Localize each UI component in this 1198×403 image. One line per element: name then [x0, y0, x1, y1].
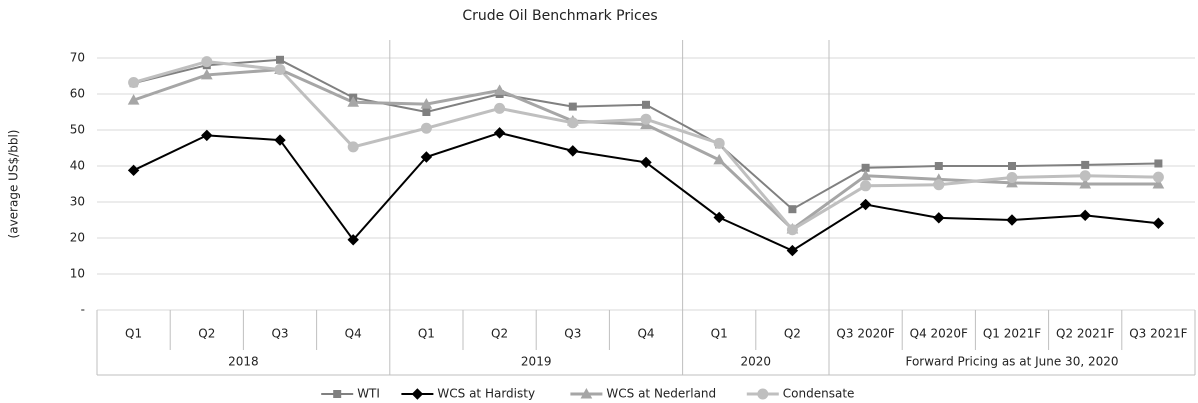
- group-label: 2020: [741, 355, 772, 369]
- marker: [347, 141, 359, 153]
- marker: [640, 156, 652, 169]
- x-tick-label: Q4: [345, 327, 362, 341]
- marker: [933, 212, 945, 224]
- marker: [1079, 170, 1091, 182]
- y-tick-label: 50: [70, 123, 85, 137]
- series-line: [133, 58, 1159, 211]
- marker: [1008, 162, 1016, 170]
- x-tick-label: Q4 2020F: [910, 327, 968, 341]
- marker: [860, 180, 872, 192]
- x-tick-label: Q3 2021F: [1129, 327, 1187, 341]
- marker: [1152, 177, 1165, 189]
- legend-label: WCS at Hardisty: [437, 387, 535, 401]
- x-tick-label: Q1: [125, 327, 142, 341]
- marker: [1154, 159, 1163, 168]
- marker: [713, 137, 725, 149]
- x-tick-label: Q1: [711, 327, 728, 341]
- chart-title: Crude Oil Benchmark Prices: [462, 8, 657, 24]
- group-label: Forward Pricing as at June 30, 2020: [905, 355, 1118, 369]
- x-tick-label: Q2: [491, 327, 508, 341]
- group-label: 2018: [228, 355, 259, 369]
- marker: [933, 179, 945, 191]
- x-tick-label: Q3: [271, 327, 288, 341]
- marker: [580, 387, 593, 399]
- marker: [494, 102, 506, 114]
- legend-label: WCS at Nederland: [606, 387, 716, 401]
- marker: [1081, 160, 1090, 169]
- marker: [201, 56, 213, 68]
- marker: [347, 96, 360, 107]
- marker: [567, 117, 579, 129]
- marker: [274, 134, 286, 146]
- marker: [422, 108, 431, 116]
- marker: [567, 145, 579, 157]
- marker: [420, 122, 432, 134]
- marker: [127, 94, 140, 105]
- x-tick-label: Q1: [418, 327, 435, 341]
- marker: [420, 98, 433, 109]
- y-tick-label: 40: [70, 159, 85, 173]
- marker: [493, 84, 506, 95]
- marker: [934, 162, 943, 170]
- legend-label: Condensate: [783, 387, 855, 401]
- group-label: 2019: [521, 355, 552, 369]
- series-line: [133, 60, 1159, 232]
- marker: [1152, 217, 1165, 229]
- marker: [1006, 172, 1018, 184]
- marker: [127, 164, 140, 177]
- legend-label: WTI: [357, 387, 380, 401]
- y-axis-label: (average US$/bbl): [7, 130, 21, 239]
- x-tick-label: Q4: [637, 327, 654, 341]
- series-line: [133, 131, 1159, 252]
- marker: [1079, 177, 1092, 189]
- y-tick-label: 20: [70, 231, 85, 245]
- x-tick-label: Q3 2020F: [836, 327, 894, 341]
- marker: [274, 64, 286, 76]
- marker: [859, 169, 872, 181]
- x-tick-label: Q1 2021F: [983, 327, 1041, 341]
- marker: [786, 224, 798, 236]
- x-tick-label: Q2 2021F: [1056, 327, 1114, 341]
- marker: [276, 55, 284, 64]
- marker: [1079, 209, 1091, 222]
- marker: [333, 390, 342, 398]
- marker: [640, 113, 652, 125]
- marker: [568, 102, 577, 111]
- marker: [420, 151, 433, 163]
- marker: [788, 205, 797, 214]
- marker: [1006, 214, 1018, 226]
- x-tick-label: Q2: [784, 327, 801, 341]
- marker: [859, 198, 872, 211]
- marker: [411, 388, 424, 400]
- y-tick-label: 60: [70, 87, 85, 101]
- y-tick-label: 30: [70, 195, 85, 209]
- y-tick-label: -: [81, 303, 85, 317]
- marker: [493, 127, 506, 139]
- marker: [347, 234, 359, 246]
- y-tick-label: 70: [70, 51, 85, 65]
- marker: [128, 76, 140, 88]
- legend: WTI WCS at Hardisty WCS at Nederland Conden…: [321, 387, 854, 401]
- marker: [713, 211, 725, 224]
- marker: [786, 244, 799, 257]
- marker: [757, 388, 769, 400]
- x-tick-label: Q3: [564, 327, 581, 341]
- marker: [1152, 171, 1164, 183]
- marker: [200, 68, 213, 80]
- x-tick-label: Q2: [198, 327, 215, 341]
- marker: [201, 129, 213, 142]
- y-tick-label: 10: [70, 267, 85, 281]
- marker: [713, 153, 726, 165]
- marker: [642, 100, 650, 109]
